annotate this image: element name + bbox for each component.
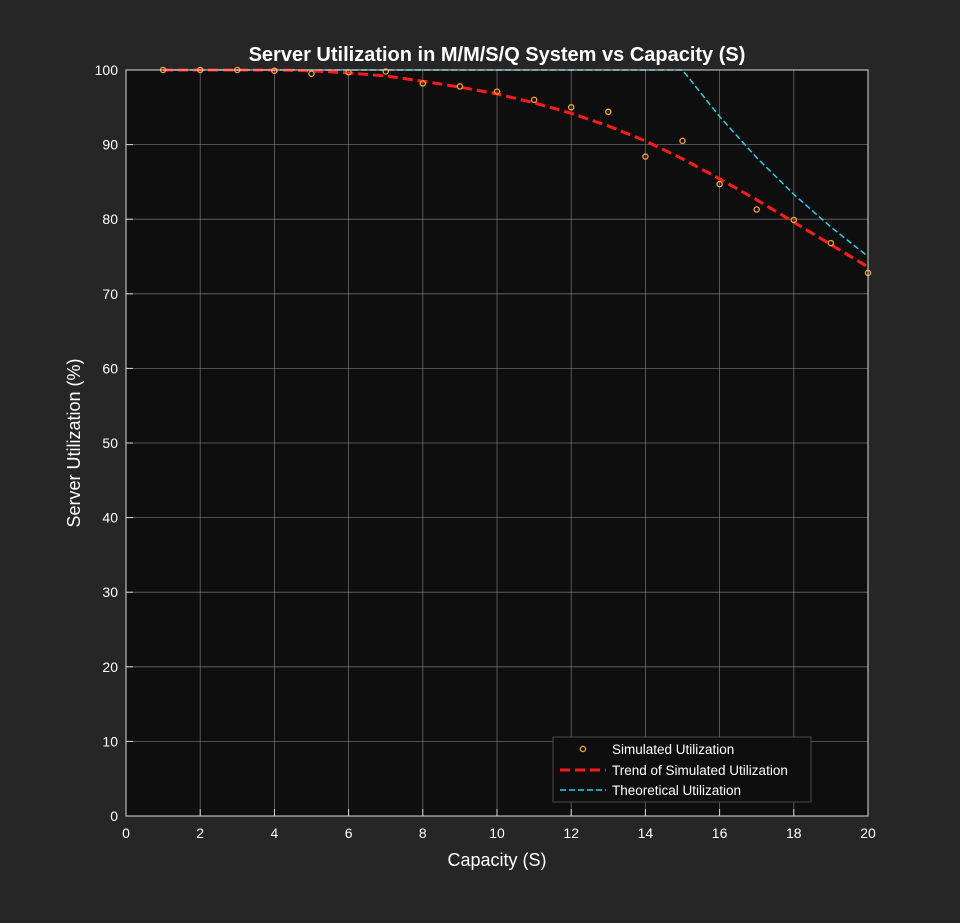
simulated-point (456, 83, 464, 90)
legend-marker-simulated (579, 745, 587, 753)
simulated-point (605, 108, 612, 116)
series-trend-line (163, 68, 869, 269)
y-tick-label: 20 (102, 659, 118, 675)
x-tick-label: 14 (638, 825, 654, 841)
simulated-point (827, 239, 835, 247)
x-tick-label: 12 (563, 825, 579, 841)
simulated-point (753, 206, 760, 213)
x-tick-label: 2 (196, 825, 204, 841)
x-tick-label: 0 (122, 825, 130, 841)
simulated-point (642, 153, 649, 160)
legend-label-trend: Trend of Simulated Utilization (612, 763, 788, 778)
simulated-point (382, 68, 389, 75)
x-tick-label: 16 (712, 825, 728, 841)
chart-title: Server Utilization in M/M/S/Q System vs … (249, 44, 746, 66)
simulated-point (271, 67, 278, 74)
simulated-point (419, 80, 427, 87)
simulated-point (530, 96, 538, 104)
y-tick-label: 40 (102, 510, 118, 526)
y-axis-label: Server Utilization (%) (64, 358, 84, 527)
simulated-point (716, 180, 723, 188)
x-tick-label: 8 (419, 825, 427, 841)
y-tick-label: 60 (102, 360, 118, 376)
x-tick-label: 10 (489, 825, 505, 841)
simulated-point (567, 104, 575, 111)
y-tick-label: 10 (102, 733, 118, 749)
y-tick-label: 0 (110, 808, 118, 824)
x-tick-label: 18 (786, 825, 802, 841)
legend: Simulated Utilization Trend of Simulated… (552, 736, 812, 803)
y-tick-label: 100 (95, 62, 119, 78)
legend-label-theoretical: Theoretical Utilization (612, 783, 741, 798)
simulated-point (493, 88, 501, 95)
simulated-point (679, 137, 686, 145)
simulated-point (308, 70, 315, 77)
simulated-point (790, 216, 798, 224)
legend-label-simulated: Simulated Utilization (612, 742, 734, 757)
y-tick-label: 90 (102, 137, 118, 153)
y-tick-label: 50 (102, 435, 118, 451)
y-tick-label: 30 (102, 584, 118, 600)
axis-ticks: 0 2 4 6 8 10 12 14 16 18 20 0 10 20 30 40 50 60 70 80 90 100 (95, 62, 876, 841)
x-axis-label: Capacity (S) (447, 850, 546, 870)
x-tick-label: 6 (345, 825, 353, 841)
y-tick-label: 70 (102, 286, 118, 302)
y-tick-label: 80 (102, 211, 118, 227)
x-tick-label: 4 (271, 825, 279, 841)
x-tick-label: 20 (860, 825, 876, 841)
